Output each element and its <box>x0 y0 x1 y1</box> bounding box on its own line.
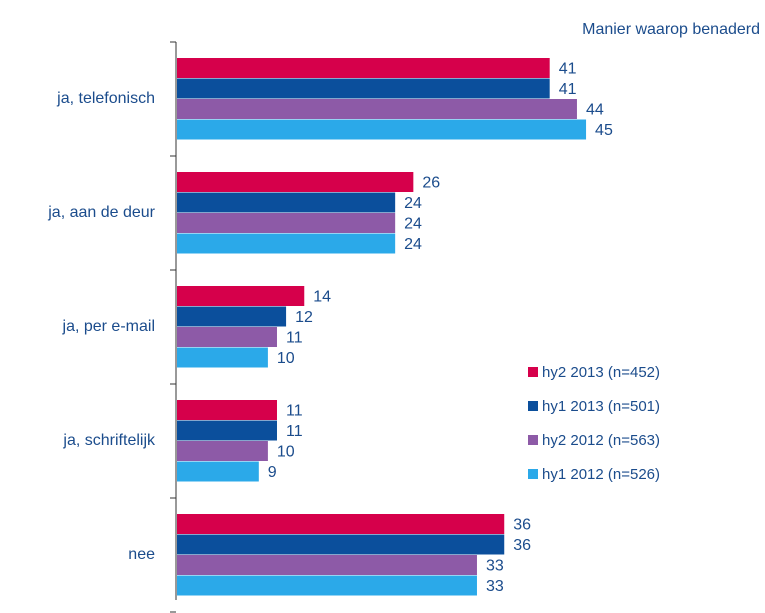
value-label: 11 <box>286 423 303 440</box>
bar <box>177 233 396 254</box>
value-label: 36 <box>513 537 531 554</box>
bar <box>177 441 268 461</box>
value-label: 26 <box>422 174 440 191</box>
legend-swatch <box>528 367 538 377</box>
legend-label: hy1 2013 (n=501) <box>542 398 660 415</box>
bar <box>177 461 259 482</box>
value-label: 24 <box>404 195 422 212</box>
bar <box>177 347 268 368</box>
legend-label: hy2 2012 (n=563) <box>542 432 660 449</box>
value-label: 9 <box>268 464 277 481</box>
legend-swatch <box>528 469 538 479</box>
value-label: 10 <box>277 350 295 367</box>
y-tick-label: nee <box>128 546 155 563</box>
value-label: 11 <box>286 402 303 419</box>
bar <box>177 172 414 192</box>
value-label: 11 <box>286 329 303 346</box>
legend-swatch <box>528 435 538 445</box>
bar <box>177 99 577 119</box>
bar <box>177 400 277 420</box>
value-label: 41 <box>559 60 577 77</box>
value-label: 44 <box>586 101 604 118</box>
bar <box>177 514 505 534</box>
legend-label: hy1 2012 (n=526) <box>542 466 660 483</box>
value-label: 10 <box>277 443 295 460</box>
value-label: 45 <box>595 122 613 139</box>
legend-swatch <box>528 401 538 411</box>
legend-label: hy2 2013 (n=452) <box>542 364 660 381</box>
value-label: 33 <box>486 578 504 595</box>
bar <box>177 306 287 327</box>
chart-title: Manier waarop benaderd <box>582 21 760 38</box>
bar <box>177 575 477 596</box>
bar <box>177 192 396 213</box>
value-label: 33 <box>486 557 504 574</box>
y-tick-label: ja, per e-mail <box>62 318 155 335</box>
bar <box>177 327 277 347</box>
y-tick-label: ja, aan de deur <box>47 204 155 221</box>
bar <box>177 534 505 555</box>
value-label: 12 <box>295 309 313 326</box>
value-label: 14 <box>313 288 331 305</box>
bar <box>177 555 477 575</box>
bar <box>177 213 396 233</box>
bar <box>177 286 305 306</box>
bar <box>177 78 550 99</box>
value-label: 24 <box>404 236 422 253</box>
y-tick-label: ja, schriftelijk <box>62 432 156 449</box>
bar <box>177 58 550 78</box>
bar <box>177 420 277 441</box>
value-label: 36 <box>513 516 531 533</box>
bar <box>177 119 587 140</box>
y-tick-label: ja, telefonisch <box>56 90 155 107</box>
value-label: 41 <box>559 81 577 98</box>
value-label: 24 <box>404 215 422 232</box>
